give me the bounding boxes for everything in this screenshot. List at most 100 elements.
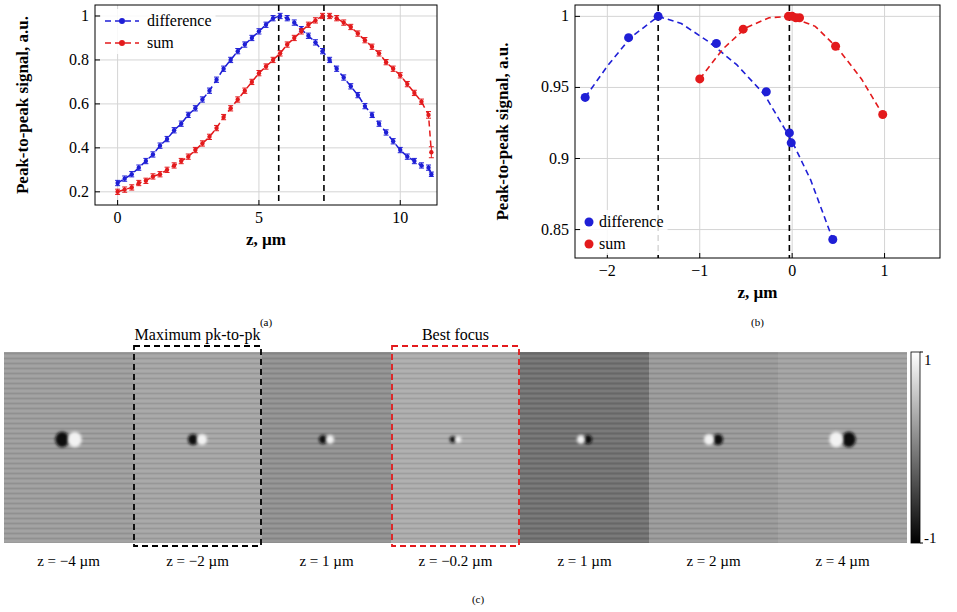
error-bar [278,51,283,56]
dark-lobe [450,436,456,443]
image-panel: z = 2 µm [649,352,778,569]
image-background [520,352,649,543]
data-point [426,165,430,169]
panel-label: (b) [751,316,764,329]
data-point [795,13,804,22]
image-label: z = 4 µm [815,553,870,569]
data-point [370,45,374,49]
grid-line [95,103,437,104]
marks [115,5,434,205]
data-point [377,121,381,125]
data-point [250,36,254,40]
image-label: z = 1 µm [557,553,612,569]
tick-mark [575,87,580,88]
data-point [193,106,197,110]
error-bar [221,66,226,71]
data-point [327,58,331,62]
highlight-label: Maximum pk-to-pk [135,326,261,344]
error-bar [412,158,417,163]
error-bar [165,167,170,172]
data-point [405,82,409,86]
data-point [292,36,296,40]
image-panel: z = −0.2 µmBest focus [391,326,520,569]
error-bar [143,158,148,163]
tick-mark [575,16,580,17]
image-row: z = −4 µmz = −2 µmMaximum pk-to-pkz = 1 … [4,326,937,606]
error-bar [179,158,184,163]
error-bar [341,20,346,25]
data-point [243,89,247,93]
image-texture [649,352,778,543]
error-bar [327,57,332,62]
legend-item: sum [105,34,174,51]
data-point [257,71,261,75]
error-bar [256,70,261,75]
error-bar [165,136,170,141]
x-tick-label: −1 [691,262,708,279]
colorbar-tick-label: -1 [924,530,937,546]
image-label: z = 1 µm [299,553,354,569]
error-bar [355,31,360,36]
error-bar [136,180,141,185]
error-bar [384,130,389,135]
data-point [299,29,303,33]
data-point [236,49,240,53]
error-bar [214,125,219,130]
data-point [306,34,310,38]
data-point [581,93,590,102]
data-point [264,64,268,68]
error-bar [384,60,389,65]
image-panel: z = −4 µm [4,352,133,569]
data-point [398,73,402,77]
data-point [151,152,155,156]
data-point [285,42,289,46]
tick-mark [117,200,118,205]
error-bar [150,174,155,179]
error-bar [158,172,163,177]
colorbar-tick [920,543,923,544]
tick-mark [575,229,580,230]
tick-mark [400,200,401,205]
error-bar [327,13,332,18]
data-point [334,16,338,20]
x-tick-label: 0 [114,209,122,226]
legend: differencesum [581,210,668,255]
series-line [118,16,432,192]
plot-frame [575,5,940,258]
image-panel: z = 1 µm [262,352,391,569]
grid-line [884,5,885,258]
data-point [334,67,338,71]
data-point [429,172,433,176]
data-point [179,121,183,125]
error-bar [355,92,360,97]
error-bar [271,57,276,62]
error-bar [122,176,127,181]
tick-mark [884,253,885,258]
error-bar [150,152,155,157]
data-point [313,18,317,22]
data-point [122,187,126,191]
image-panel: z = 1 µm [520,352,649,569]
light-lobe [704,434,714,445]
colorbar-tick [920,352,923,353]
data-point [221,67,225,71]
x-tick-label: 0 [788,262,796,279]
error-bar [412,90,417,95]
image-texture [391,352,520,543]
data-point [712,39,721,48]
data-point [278,51,282,55]
error-bar [207,134,212,139]
image-background [391,352,520,543]
image-texture [133,352,262,543]
data-point [739,25,748,34]
series-line [118,16,432,183]
error-bar [122,187,127,192]
error-bar [193,106,198,111]
data-point [828,235,837,244]
data-point [695,74,704,83]
data-point [831,42,840,51]
error-bar [158,143,163,148]
error-bar [242,88,247,93]
x-axis-title: z, µm [246,230,286,249]
dark-lobe [584,435,592,444]
